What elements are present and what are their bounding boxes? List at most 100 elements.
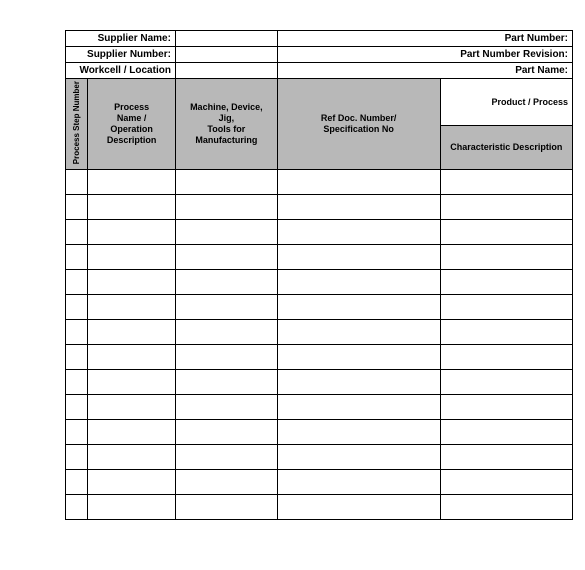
supplier-name-label: Supplier Name: [66,31,176,47]
header-step-number: Process Step Number [66,79,88,170]
cell-step[interactable] [66,369,88,394]
table-row [66,169,573,194]
cell-process[interactable] [88,294,176,319]
table-row [66,244,573,269]
table-row [66,344,573,369]
cell-process[interactable] [88,269,176,294]
cell-process[interactable] [88,494,176,519]
cell-char[interactable] [440,319,572,344]
info-row-1: Supplier Name: Part Number: [66,31,573,47]
cell-step[interactable] [66,319,88,344]
info-row-3: Workcell / Location Part Name: [66,63,573,79]
cell-refdoc[interactable] [277,169,440,194]
cell-machine[interactable] [175,394,277,419]
cell-refdoc[interactable] [277,219,440,244]
cell-process[interactable] [88,444,176,469]
cell-refdoc[interactable] [277,269,440,294]
cell-process[interactable] [88,169,176,194]
cell-refdoc[interactable] [277,344,440,369]
cell-char[interactable] [440,494,572,519]
control-plan-table: Supplier Name: Part Number: Supplier Num… [65,30,573,520]
cell-refdoc[interactable] [277,194,440,219]
part-revision-label: Part Number Revision: [277,47,572,63]
cell-char[interactable] [440,294,572,319]
supplier-name-value[interactable] [175,31,277,47]
cell-process[interactable] [88,319,176,344]
cell-step[interactable] [66,169,88,194]
cell-machine[interactable] [175,494,277,519]
product-process-label: Product / Process [440,79,572,126]
cell-step[interactable] [66,294,88,319]
part-name-label: Part Name: [277,63,572,79]
cell-step[interactable] [66,194,88,219]
cell-process[interactable] [88,244,176,269]
cell-step[interactable] [66,344,88,369]
cell-char[interactable] [440,219,572,244]
cell-refdoc[interactable] [277,444,440,469]
cell-char[interactable] [440,469,572,494]
cell-refdoc[interactable] [277,394,440,419]
table-row [66,494,573,519]
cell-char[interactable] [440,344,572,369]
header-refdoc: Ref Doc. Number/ Specification No [277,79,440,170]
cell-char[interactable] [440,369,572,394]
cell-char[interactable] [440,244,572,269]
header-process-name: Process Name / Operation Description [88,79,176,170]
cell-process[interactable] [88,369,176,394]
cell-machine[interactable] [175,469,277,494]
part-number-label: Part Number: [277,31,572,47]
cell-refdoc[interactable] [277,494,440,519]
cell-process[interactable] [88,344,176,369]
table-row [66,269,573,294]
table-row [66,469,573,494]
cell-machine[interactable] [175,294,277,319]
cell-process[interactable] [88,219,176,244]
cell-refdoc[interactable] [277,419,440,444]
cell-machine[interactable] [175,244,277,269]
cell-char[interactable] [440,394,572,419]
cell-machine[interactable] [175,419,277,444]
cell-char[interactable] [440,169,572,194]
cell-machine[interactable] [175,319,277,344]
cell-machine[interactable] [175,194,277,219]
cell-step[interactable] [66,269,88,294]
cell-refdoc[interactable] [277,294,440,319]
cell-refdoc[interactable] [277,469,440,494]
cell-machine[interactable] [175,369,277,394]
header-char-desc: Characteristic Description [440,125,572,169]
workcell-value[interactable] [175,63,277,79]
cell-char[interactable] [440,444,572,469]
cell-process[interactable] [88,419,176,444]
cell-step[interactable] [66,444,88,469]
cell-machine[interactable] [175,344,277,369]
info-row-2: Supplier Number: Part Number Revision: [66,47,573,63]
cell-machine[interactable] [175,444,277,469]
cell-step[interactable] [66,469,88,494]
cell-machine[interactable] [175,169,277,194]
form-page: Supplier Name: Part Number: Supplier Num… [0,0,585,540]
cell-refdoc[interactable] [277,369,440,394]
cell-step[interactable] [66,494,88,519]
cell-refdoc[interactable] [277,244,440,269]
section-row: Process Step Number Process Name / Opera… [66,79,573,126]
table-row [66,194,573,219]
cell-process[interactable] [88,469,176,494]
cell-char[interactable] [440,194,572,219]
supplier-number-value[interactable] [175,47,277,63]
cell-step[interactable] [66,394,88,419]
cell-refdoc[interactable] [277,319,440,344]
table-row [66,394,573,419]
table-row [66,369,573,394]
table-row [66,444,573,469]
cell-process[interactable] [88,194,176,219]
cell-char[interactable] [440,419,572,444]
table-row [66,294,573,319]
cell-machine[interactable] [175,269,277,294]
cell-process[interactable] [88,394,176,419]
cell-step[interactable] [66,419,88,444]
cell-char[interactable] [440,269,572,294]
cell-machine[interactable] [175,219,277,244]
supplier-number-label: Supplier Number: [66,47,176,63]
cell-step[interactable] [66,219,88,244]
cell-step[interactable] [66,244,88,269]
